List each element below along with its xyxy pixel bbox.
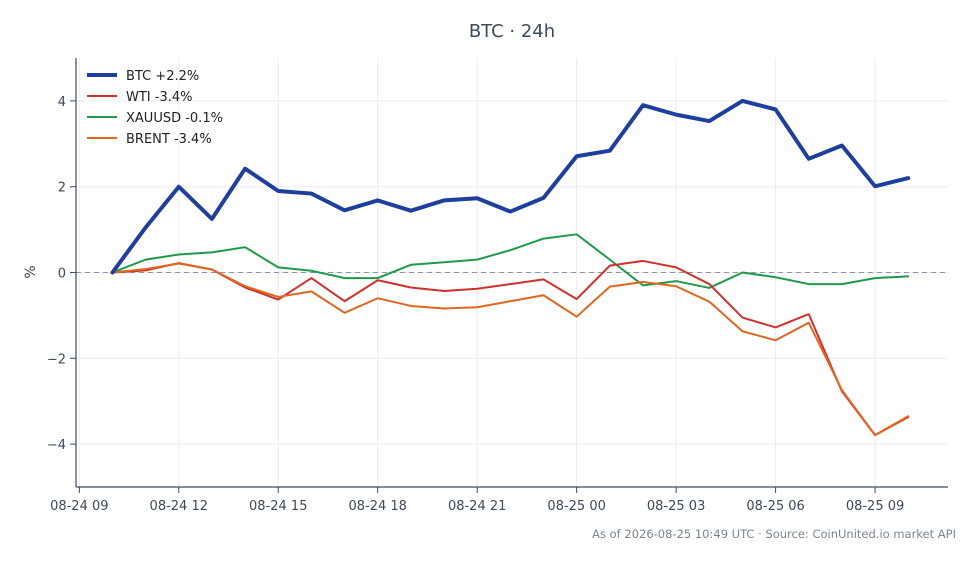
x-tick-label: 08-25 00 [547,499,605,514]
ticks-layer: 08-24 09 08-24 12 08-24 15 08-24 18 08-24 21… [47,95,904,514]
legend: BTC +2.2% WTI -3.4% XAUUSD -0.1% BRENT -3.4… [87,69,223,147]
y-tick-label: 0 [58,267,66,282]
x-tick-label: 08-25 06 [746,499,804,514]
x-tick-label: 08-24 09 [50,499,108,514]
x-tick-label: 08-24 15 [249,499,307,514]
chart-title: BTC · 24h [469,21,555,42]
x-tick-label: 08-24 18 [348,499,406,514]
x-tick-label: 08-25 09 [846,499,904,514]
series-line-3 [111,262,910,437]
series-layer [110,98,911,437]
legend-label: XAUUSD -0.1% [126,111,223,126]
legend-label: WTI -3.4% [126,90,192,105]
legend-label: BRENT -3.4% [126,132,212,147]
series-line-2 [111,233,910,289]
y-tick-label: −4 [47,438,66,453]
series-line-1 [111,259,910,437]
y-tick-label: −2 [47,352,66,367]
x-tick-label: 08-25 03 [647,499,705,514]
y-axis-label: % [23,265,39,278]
y-tick-label: 4 [58,95,66,110]
x-tick-label: 08-24 21 [448,499,506,514]
series-line-0 [110,98,911,275]
x-tick-label: 08-24 12 [150,499,208,514]
legend-label: BTC +2.2% [126,69,199,84]
chart-footer: As of 2026-08-25 10:49 UTC · Source: Coi… [592,527,956,541]
y-tick-label: 2 [58,181,66,196]
